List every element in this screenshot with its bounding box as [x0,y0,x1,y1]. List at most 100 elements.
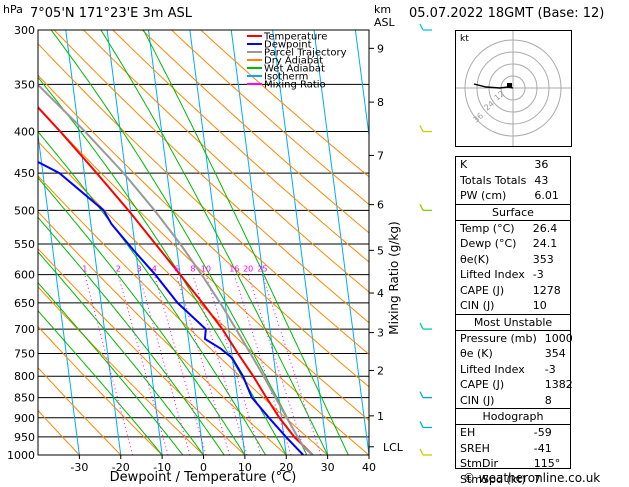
isotherm-line [273,30,328,455]
pressure-tick-label: 650 [14,297,35,310]
pressure-tick-label: 550 [14,238,35,251]
mixing-ratio-line [234,275,291,455]
index-label: StmDir [456,456,530,472]
x-tick-label: -30 [70,461,88,474]
index-row: CIN (J)10 [456,298,570,314]
index-value: 354 [541,346,577,362]
mixing-ratio-label: 8 [190,265,195,274]
isotherm-line [355,30,410,455]
index-label: Lifted Index [456,267,529,283]
index-label: θe(K) [456,252,529,268]
most-unstable-section-title: Most Unstable [456,315,570,331]
mixing-ratio-label: 4 [152,265,157,274]
pressure-tick-label: 1000 [7,449,35,462]
wind-barb-flag [420,449,423,455]
index-label: Pressure (mb) [456,331,541,347]
height-tick-label: 7 [377,149,384,162]
index-row: CAPE (J)1382 [456,377,577,393]
index-row: θe(K)353 [456,252,570,268]
wet-adiabat-line [0,30,266,455]
pressure-tick-label: 700 [14,323,35,336]
index-label: SREH [456,441,530,457]
index-value: 26.4 [529,221,570,237]
pressure-tick-label: 400 [14,126,35,139]
wind-barb-flag [420,392,423,398]
index-value: 36 [530,157,570,173]
index-value: 1000 [541,331,577,347]
isotherm-line [314,30,369,455]
index-label: CAPE (J) [456,377,541,393]
index-value: -59 [530,425,570,441]
mixing-ratio-label: 1 [82,265,87,274]
index-value: 8 [541,393,577,409]
height-tick-label: 2 [377,364,384,377]
mixing-ratio-label: 6 [174,265,179,274]
index-row: Temp (°C)26.4 [456,221,570,237]
wet-adiabat-line [0,30,286,455]
dewpoint-series [0,30,303,455]
hodograph-ring-label: 12 [493,89,507,102]
storm-motion-marker [507,83,512,88]
x-tick-label: 30 [321,461,335,474]
index-value: 6.01 [530,188,570,204]
index-row: Lifted Index-3 [456,362,577,378]
index-value: 10 [529,298,570,314]
index-label: EH [456,425,530,441]
mixing-ratio-label: 20 [243,265,253,274]
index-row: CIN (J)8 [456,393,577,409]
index-label: Totals Totals [456,173,530,189]
legend-label: Mixing Ratio [264,80,326,91]
dry-adiabat-line [0,30,286,455]
most-unstable-table: Pressure (mb)1000 θe (K)354 Lifted Index… [456,331,577,409]
copyright-label: © weatheronline.co.uk [463,471,600,485]
pressure-tick-label: 900 [14,412,35,425]
wind-barb-flag [420,323,423,329]
index-label: CIN (J) [456,298,529,314]
index-row: Dewp (°C)24.1 [456,236,570,252]
height-tick-label: 3 [377,327,384,340]
hodograph-plot: kt 12 24 36 [456,31,571,146]
index-label: K [456,157,530,173]
hodograph-unit: kt [460,34,469,44]
isotherm-line [66,30,121,455]
pressure-tick-label: 950 [14,431,35,444]
pressure-tick-label: 750 [14,347,35,360]
index-label: Dewp (°C) [456,236,529,252]
surface-section-title: Surface [456,205,570,221]
index-row: CAPE (J)1278 [456,283,570,299]
pressure-tick-label: 500 [14,204,35,217]
pressure-tick-label: 350 [14,78,35,91]
index-label: CAPE (J) [456,283,529,299]
dry-adiabat-line [0,30,452,455]
mixing-ratio-line [118,275,168,455]
height-tick-label: 1 [377,410,384,423]
index-value: 1278 [529,283,570,299]
y2-axis-title: Mixing Ratio (g/kg) [387,221,401,334]
index-label: PW (cm) [456,188,530,204]
index-label: CIN (J) [456,393,541,409]
hodograph-ring-label: 36 [472,111,486,124]
index-value: -3 [529,267,570,283]
index-value: 353 [529,252,570,268]
index-row: Pressure (mb)1000 [456,331,577,347]
wind-barb-flag [420,204,423,210]
index-value: -3 [541,362,577,378]
index-label: Lifted Index [456,362,541,378]
mixing-ratio-label: 2 [116,265,121,274]
index-value: 43 [530,173,570,189]
x-axis-title: Dewpoint / Temperature (°C) [110,470,297,485]
index-row: Lifted Index-3 [456,267,570,283]
pressure-tick-label: 850 [14,392,35,405]
index-label: θe (K) [456,346,541,362]
x-tick-label: 40 [362,461,376,474]
wet-adiabat-line [143,30,348,455]
mixing-ratio-label: 10 [201,265,211,274]
wind-barb-flag [420,24,423,30]
height-tick-label: 5 [377,244,384,257]
pressure-tick-label: 600 [14,269,35,282]
